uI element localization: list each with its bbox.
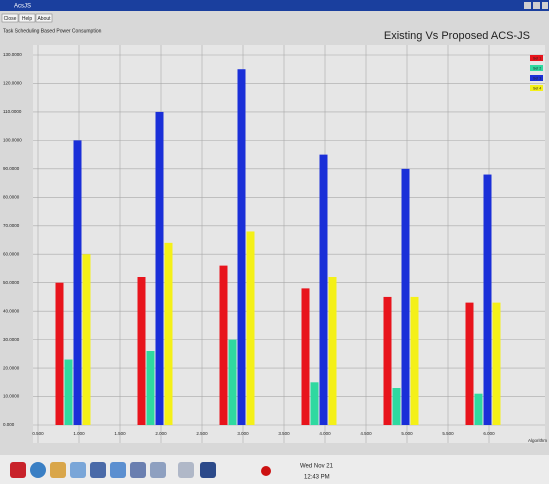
chart-subtitle: Task Scheduling Based Power Consumption <box>3 28 102 34</box>
app-icon[interactable] <box>90 462 106 478</box>
bar <box>411 297 419 425</box>
bar <box>165 243 173 425</box>
button-label[interactable]: About <box>37 16 51 22</box>
bar <box>393 388 401 425</box>
bar <box>329 277 337 425</box>
bar <box>475 394 483 425</box>
x-tick-label: 3.500 <box>278 431 290 436</box>
app-icon[interactable] <box>10 462 26 478</box>
x-tick-label: 3.000 <box>237 431 249 436</box>
app-icon[interactable] <box>50 462 66 478</box>
legend-label: Set 2 <box>533 66 541 70</box>
toolbar-button[interactable]: Help <box>19 14 35 22</box>
button-label[interactable]: Help <box>22 16 33 22</box>
x-tick-label: 0.500 <box>32 431 44 436</box>
page: AcsJS Close Help About Task Scheduling Bas… <box>0 0 549 484</box>
y-tick-label: 130.0000 <box>3 52 22 57</box>
y-tick-label: 20.0000 <box>3 365 20 370</box>
button-label[interactable]: Close <box>4 16 17 22</box>
bar <box>83 254 91 425</box>
bar <box>147 351 155 425</box>
bar <box>311 382 319 425</box>
x-tick-label: 4.500 <box>360 431 372 436</box>
app-icon[interactable] <box>130 462 146 478</box>
toolbar-button[interactable]: About <box>36 14 52 22</box>
title-bar <box>0 0 549 11</box>
y-tick-label: 30.0000 <box>3 337 20 342</box>
x-tick-label: 5.500 <box>442 431 454 436</box>
taskbar-time: 12:43 PM <box>304 475 330 481</box>
screen: AcsJS Close Help About Task Scheduling Bas… <box>0 0 549 484</box>
window-title: AcsJS <box>14 4 31 10</box>
toolbar: Close Help About <box>2 14 52 22</box>
bar <box>65 360 73 425</box>
bar <box>466 303 474 425</box>
y-tick-label: 90.0000 <box>3 166 20 171</box>
taskbar-date: Wed Nov 21 <box>300 464 334 470</box>
bar <box>156 112 164 425</box>
app-icon[interactable] <box>178 462 194 478</box>
legend-label: Set 4 <box>533 86 541 90</box>
close-window-button[interactable] <box>542 2 548 9</box>
y-tick-label: 0.000 <box>3 422 15 427</box>
bar <box>493 303 501 425</box>
bar <box>402 169 410 425</box>
bar <box>238 69 246 425</box>
x-tick-label: 1.500 <box>114 431 126 436</box>
bar <box>56 283 64 425</box>
bar <box>247 231 255 425</box>
y-tick-label: 40.0000 <box>3 308 20 313</box>
status-icon[interactable] <box>261 466 271 476</box>
app-icon[interactable] <box>150 462 166 478</box>
x-tick-label: 2.000 <box>155 431 167 436</box>
toolbar-button[interactable]: Close <box>2 14 18 22</box>
bar <box>484 175 492 425</box>
x-tick-label: 4.000 <box>319 431 331 436</box>
y-tick-label: 80.0000 <box>3 194 20 199</box>
bar <box>384 297 392 425</box>
y-tick-label: 120.0000 <box>3 81 22 86</box>
bar <box>138 277 146 425</box>
bar <box>229 340 237 425</box>
y-tick-label: 110.0000 <box>3 109 22 114</box>
x-tick-label: 2.500 <box>196 431 208 436</box>
chart-title: Existing Vs Proposed ACS-JS <box>384 30 530 42</box>
x-tick-label: 1.000 <box>73 431 85 436</box>
minimize-button[interactable] <box>524 2 531 9</box>
maximize-button[interactable] <box>533 2 540 9</box>
app-icon[interactable] <box>200 462 216 478</box>
x-tick-label: 6.000 <box>483 431 495 436</box>
legend-label: Set 1 <box>533 56 541 60</box>
app-icon[interactable] <box>70 462 86 478</box>
y-tick-label: 10.0000 <box>3 394 20 399</box>
y-tick-label: 100.0000 <box>3 138 22 143</box>
legend-label: Set 3 <box>533 76 541 80</box>
x-tick-label: 5.000 <box>401 431 413 436</box>
bar <box>302 288 310 425</box>
y-tick-label: 60.0000 <box>3 251 20 256</box>
bar <box>320 155 328 425</box>
app-icon[interactable] <box>30 462 46 478</box>
y-tick-label: 50.0000 <box>3 280 20 285</box>
bar <box>74 140 82 425</box>
bar <box>220 266 228 425</box>
y-tick-label: 70.0000 <box>3 223 20 228</box>
app-icon[interactable] <box>110 462 126 478</box>
x-axis-label: Algorithm <box>528 438 547 443</box>
